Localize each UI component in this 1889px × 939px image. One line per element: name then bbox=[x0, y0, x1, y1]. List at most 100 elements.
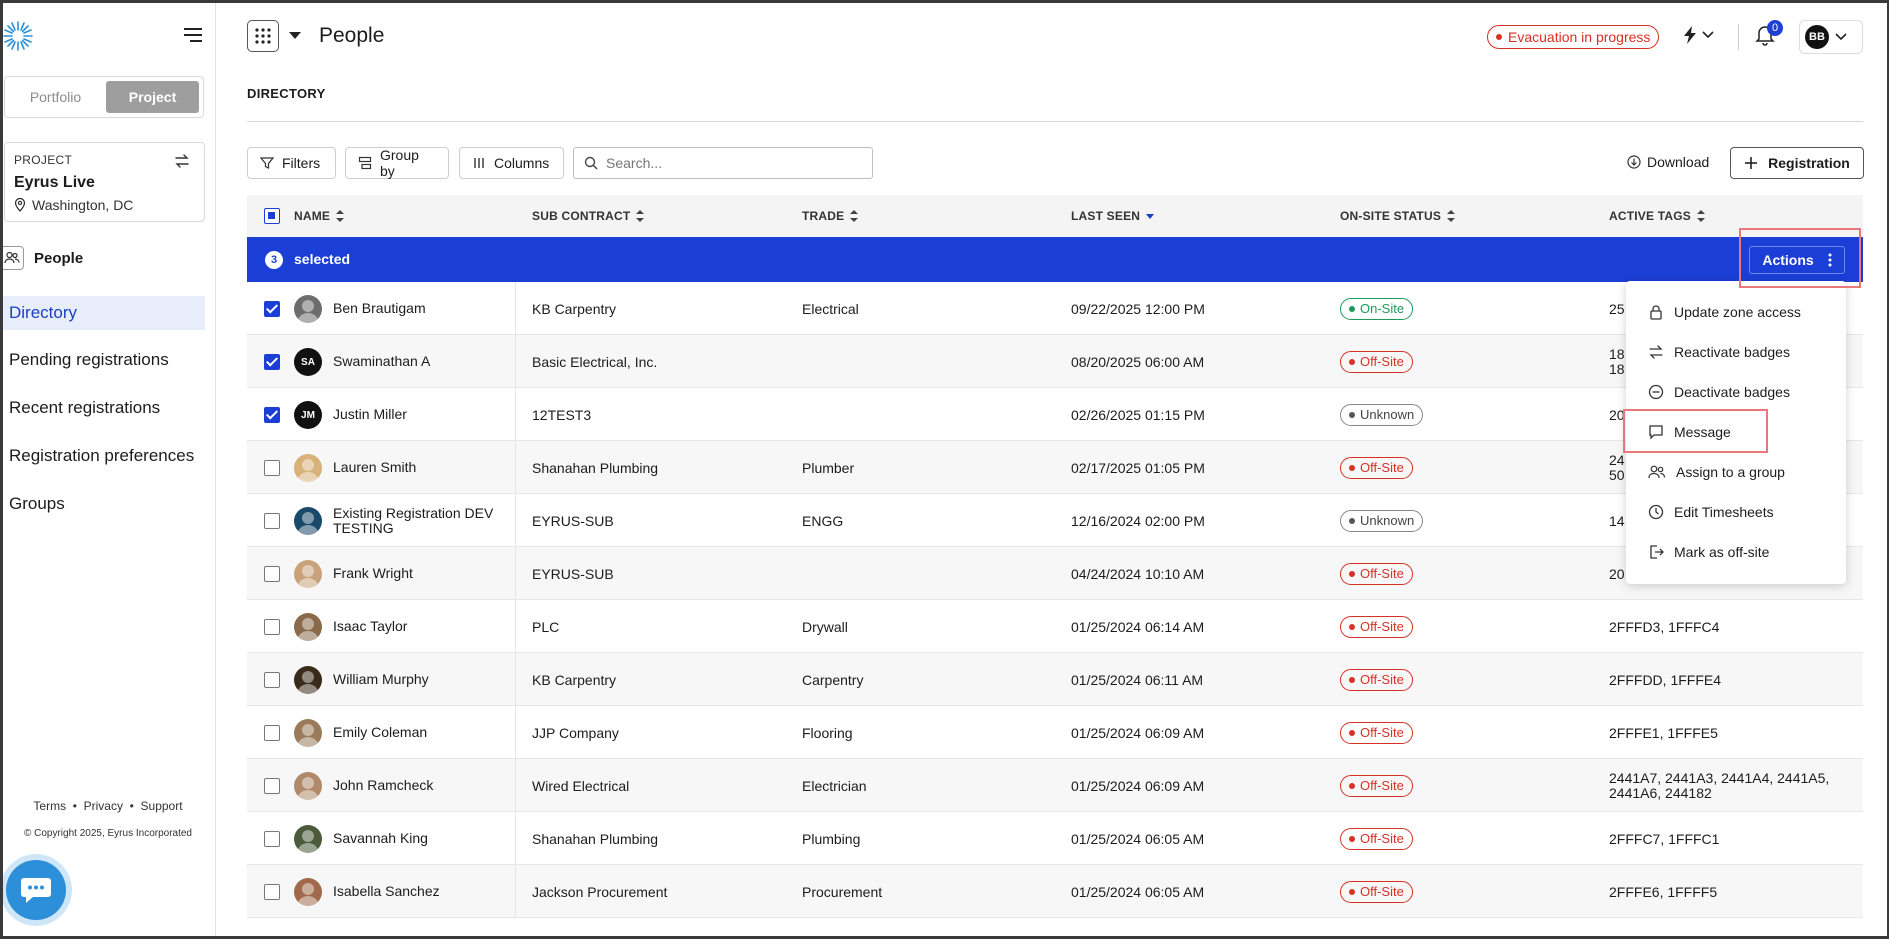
chat-support-button[interactable] bbox=[6, 860, 66, 920]
row-checkbox[interactable] bbox=[264, 407, 280, 423]
person-name[interactable]: Isaac Taylor bbox=[333, 618, 408, 634]
chat-bubble-icon bbox=[19, 875, 53, 905]
column-header-active-tags[interactable]: ACTIVE TAGS bbox=[1609, 195, 1705, 237]
row-checkbox[interactable] bbox=[264, 301, 280, 317]
person-name[interactable]: Emily Coleman bbox=[333, 724, 428, 740]
actions-button-highlight bbox=[1739, 228, 1861, 288]
menu-item-label: Mark as off-site bbox=[1674, 544, 1770, 560]
table-row[interactable]: SA Swaminathan A Basic Electrical, Inc. … bbox=[247, 335, 1863, 388]
person-name[interactable]: Ben Brautigam bbox=[333, 300, 426, 316]
person-name[interactable]: Existing Registration DEV TESTING bbox=[333, 504, 494, 536]
active-tags-line: 2441A6, 244182 bbox=[1609, 784, 1712, 801]
people-section[interactable]: People bbox=[0, 246, 83, 270]
quick-actions-button[interactable] bbox=[1682, 25, 1714, 45]
nav-groups[interactable]: Groups bbox=[9, 494, 65, 513]
evacuation-status-badge[interactable]: Evacuation in progress bbox=[1487, 25, 1660, 49]
support-link[interactable]: Support bbox=[140, 799, 183, 813]
privacy-link[interactable]: Privacy bbox=[83, 799, 123, 813]
add-registration-button[interactable]: Registration bbox=[1730, 147, 1864, 179]
app-switcher-button[interactable] bbox=[247, 20, 279, 52]
user-menu-button[interactable]: BB bbox=[1799, 20, 1863, 54]
column-header-name[interactable]: NAME bbox=[294, 195, 345, 237]
person-name[interactable]: Swaminathan A bbox=[333, 353, 431, 369]
person-name[interactable]: Isabella Sanchez bbox=[333, 883, 440, 899]
select-all-checkbox[interactable] bbox=[264, 208, 280, 224]
row-checkbox[interactable] bbox=[264, 778, 280, 794]
table-row[interactable]: Isabella Sanchez Jackson Procurement Pro… bbox=[247, 865, 1863, 918]
nav-registration-preferences[interactable]: Registration preferences bbox=[9, 446, 195, 465]
table-row[interactable]: John Ramcheck Wired Electrical Electrici… bbox=[247, 759, 1863, 812]
row-checkbox[interactable] bbox=[264, 725, 280, 741]
active-tags: 2FFFD3, 1FFFC4 bbox=[1609, 618, 1720, 635]
row-checkbox[interactable] bbox=[264, 884, 280, 900]
menu-item-assign-to-a-group[interactable]: Assign to a group bbox=[1626, 452, 1846, 492]
person-name[interactable]: Lauren Smith bbox=[333, 459, 417, 475]
actions-menu: Update zone access Reactivate badges Deact… bbox=[1626, 281, 1846, 584]
search-input[interactable] bbox=[606, 155, 856, 171]
person-name[interactable]: John Ramcheck bbox=[333, 777, 434, 793]
menu-item-message[interactable]: Message bbox=[1626, 412, 1846, 452]
row-checkbox[interactable] bbox=[264, 831, 280, 847]
table-row[interactable]: Isaac Taylor PLC Drywall 01/25/2024 06:1… bbox=[247, 600, 1863, 653]
table-row[interactable]: JM Justin Miller 12TEST3 02/26/2025 01:1… bbox=[247, 388, 1863, 441]
status-badge: Off-Site bbox=[1340, 562, 1413, 585]
switch-project-icon[interactable] bbox=[174, 153, 190, 169]
table-row[interactable]: Existing Registration DEV TESTING EYRUS-… bbox=[247, 494, 1863, 547]
filters-button[interactable]: Filters bbox=[247, 147, 336, 179]
nav-recent-registrations[interactable]: Recent registrations bbox=[9, 398, 161, 417]
notifications-button[interactable]: 0 bbox=[1755, 20, 1783, 46]
menu-item-update-zone-access[interactable]: Update zone access bbox=[1626, 292, 1846, 332]
table-row[interactable]: Ben Brautigam KB Carpentry Electrical 09… bbox=[247, 282, 1863, 335]
row-checkbox[interactable] bbox=[264, 619, 280, 635]
status-dot-icon bbox=[1349, 358, 1355, 365]
row-checkbox[interactable] bbox=[264, 513, 280, 529]
menu-item-deactivate-badges[interactable]: Deactivate badges bbox=[1626, 372, 1846, 412]
project-tab[interactable]: Project bbox=[106, 81, 199, 113]
download-icon bbox=[1627, 155, 1641, 169]
on-site-status: Off-Site bbox=[1340, 812, 1413, 865]
column-header-last-seen[interactable]: LAST SEEN bbox=[1071, 195, 1155, 237]
row-checkbox[interactable] bbox=[264, 354, 280, 370]
sub-contract: PLC bbox=[532, 618, 560, 635]
table-row[interactable]: Savannah King Shanahan Plumbing Plumbing… bbox=[247, 812, 1863, 865]
column-divider bbox=[515, 812, 516, 865]
eyrus-logo[interactable] bbox=[0, 18, 36, 54]
person-name[interactable]: Frank Wright bbox=[333, 565, 413, 581]
avatar bbox=[294, 825, 322, 853]
column-divider bbox=[515, 600, 516, 653]
portfolio-tab[interactable]: Portfolio bbox=[29, 89, 82, 105]
columns-button[interactable]: Columns bbox=[459, 147, 564, 179]
column-header-trade[interactable]: TRADE bbox=[802, 195, 859, 237]
app-switcher-caret-icon[interactable] bbox=[289, 32, 301, 39]
project-card[interactable]: PROJECT Eyrus Live Washington, DC bbox=[4, 142, 205, 222]
menu-toggle-icon[interactable] bbox=[182, 26, 204, 44]
nav-pending-registrations[interactable]: Pending registrations bbox=[9, 350, 169, 369]
column-header-sub-contract[interactable]: SUB CONTRACT bbox=[532, 195, 645, 237]
table-row[interactable]: Emily Coleman JJP Company Flooring 01/25… bbox=[247, 706, 1863, 759]
avatar bbox=[294, 454, 322, 482]
person-name[interactable]: Savannah King bbox=[333, 830, 428, 846]
row-checkbox[interactable] bbox=[264, 672, 280, 688]
nav-directory[interactable]: Directory bbox=[0, 296, 205, 330]
sub-contract: Wired Electrical bbox=[532, 777, 630, 794]
active-tags-line: 18 bbox=[1609, 360, 1625, 377]
sort-icon bbox=[636, 210, 645, 222]
menu-item-reactivate-badges[interactable]: Reactivate badges bbox=[1626, 332, 1846, 372]
row-checkbox[interactable] bbox=[264, 566, 280, 582]
terms-link[interactable]: Terms bbox=[33, 799, 67, 813]
row-checkbox[interactable] bbox=[264, 460, 280, 476]
table-row[interactable]: Lauren Smith Shanahan Plumbing Plumber 0… bbox=[247, 441, 1863, 494]
table-row[interactable]: William Murphy KB Carpentry Carpentry 01… bbox=[247, 653, 1863, 706]
minus-circle-icon bbox=[1648, 384, 1664, 400]
person-name[interactable]: William Murphy bbox=[333, 671, 429, 687]
menu-item-edit-timesheets[interactable]: Edit Timesheets bbox=[1626, 492, 1846, 532]
table-row[interactable]: Frank Wright EYRUS-SUB 04/24/2024 10:10 … bbox=[247, 547, 1863, 600]
column-header-on-site-status[interactable]: ON-SITE STATUS bbox=[1340, 195, 1456, 237]
group-by-button[interactable]: Group by bbox=[345, 147, 449, 179]
menu-item-mark-as-off-site[interactable]: Mark as off-site bbox=[1626, 532, 1846, 572]
actions-button[interactable]: Actions bbox=[1749, 246, 1845, 274]
download-button[interactable]: Download bbox=[1627, 154, 1709, 170]
search-field[interactable] bbox=[573, 147, 873, 179]
active-tags-line: 2441A7, 2441A3, 2441A4, 2441A5, bbox=[1609, 769, 1830, 786]
person-name[interactable]: Justin Miller bbox=[333, 406, 407, 422]
